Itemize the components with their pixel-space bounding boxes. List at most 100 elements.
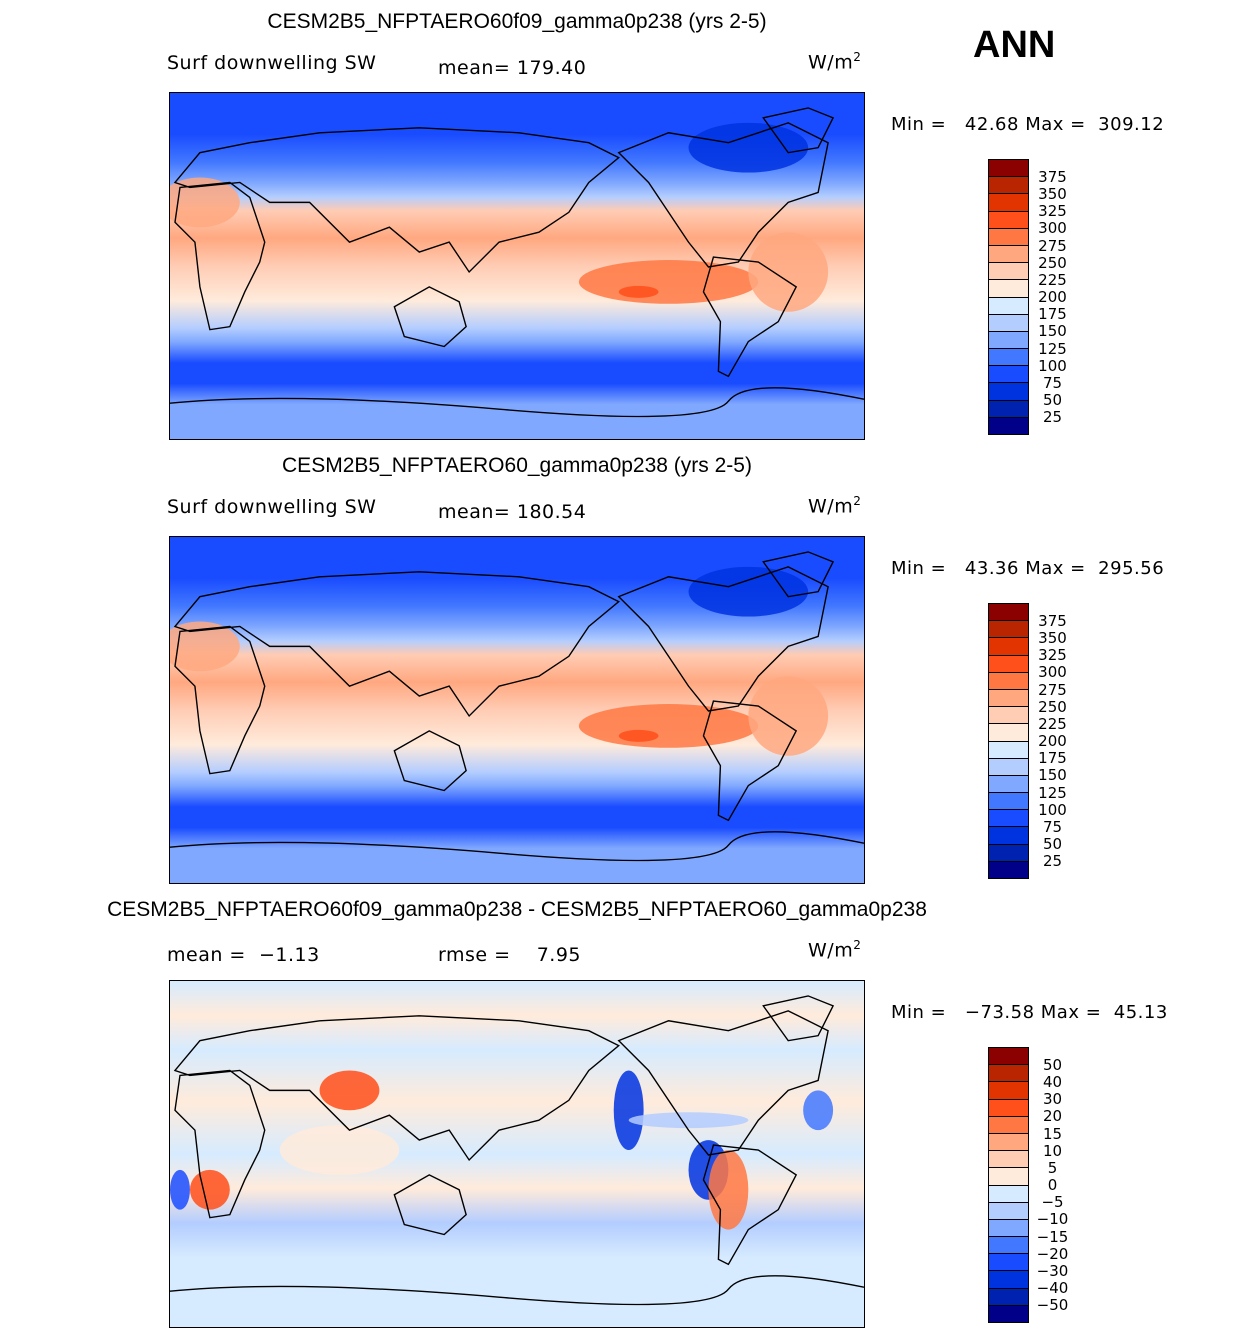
colorbar-swatch xyxy=(988,810,1029,828)
colorbar-swatch xyxy=(988,245,1029,264)
colorbar-swatch xyxy=(988,1237,1029,1255)
colorbar-tick-label: 325 xyxy=(1038,202,1067,221)
units-exponent: 2 xyxy=(853,494,862,508)
colorbar-swatch xyxy=(988,159,1029,178)
colorbar-tick-label: 350 xyxy=(1038,185,1067,204)
colorbar-swatch xyxy=(988,724,1029,742)
min-max-stat: Min = 42.68 Max = 309.12 xyxy=(891,114,1164,135)
variable-label: Surf downwelling SW xyxy=(167,496,377,518)
colorbar-swatch xyxy=(988,383,1029,401)
colorbar-tick-label: 375 xyxy=(1038,612,1067,630)
contour-region xyxy=(170,1169,190,1210)
contour-region xyxy=(803,1090,834,1131)
colorbar-swatch xyxy=(988,211,1029,229)
colorbar-swatch xyxy=(988,1082,1029,1100)
colorbar-swatch xyxy=(988,1271,1029,1289)
colorbar-swatch xyxy=(988,603,1029,622)
contour-region xyxy=(189,1169,230,1210)
units-text: W/m xyxy=(808,939,854,962)
units-exponent: 2 xyxy=(853,50,862,64)
season-label: ANN xyxy=(973,24,1056,66)
colorbar-swatch xyxy=(988,621,1029,639)
contour-region xyxy=(613,1070,644,1151)
mean-stat: mean= 179.40 xyxy=(438,57,586,79)
colorbar-tick-label: 175 xyxy=(1038,749,1067,768)
colorbar-swatch xyxy=(988,638,1029,656)
colorbar-tick-label: −50 xyxy=(1036,1296,1069,1315)
colorbar-swatch xyxy=(988,1305,1029,1323)
colorbar-swatch xyxy=(988,1168,1029,1186)
units-text: W/m xyxy=(808,51,854,74)
colorbar-swatch xyxy=(988,655,1029,673)
mean-label: mean = xyxy=(167,944,246,966)
colorbar-tick-label: 300 xyxy=(1038,219,1067,238)
units-label: W/m2 xyxy=(808,938,861,961)
map-panel xyxy=(160,92,865,440)
coastlines xyxy=(169,995,865,1306)
colorbar-tick-label: 375 xyxy=(1038,168,1067,186)
colorbar-tick-label: −10 xyxy=(1036,1210,1069,1229)
units-label: W/m2 xyxy=(808,494,861,517)
colorbar-swatch xyxy=(988,793,1029,811)
colorbar-swatch xyxy=(988,1065,1029,1083)
coastlines xyxy=(169,107,865,418)
colorbar-tick-label: −15 xyxy=(1036,1227,1069,1246)
max-value: 45.13 xyxy=(1113,1002,1168,1023)
contour-region xyxy=(748,676,829,756)
colorbar-tick-label: 275 xyxy=(1038,680,1067,699)
colorbar-swatch xyxy=(988,1254,1029,1272)
colorbar-swatch xyxy=(988,263,1029,281)
mean-stat: mean= 180.54 xyxy=(438,501,586,523)
rmse-value: 7.95 xyxy=(536,944,582,966)
colorbar-swatch xyxy=(988,1133,1029,1152)
units-exponent: 2 xyxy=(853,938,862,952)
colorbar-tick-label: 75 xyxy=(1042,817,1063,836)
variable-label: Surf downwelling SW xyxy=(167,52,377,74)
colorbar-tick-label: 125 xyxy=(1038,339,1067,358)
colorbar-tick-label: 30 xyxy=(1042,1090,1063,1109)
max-value: 309.12 xyxy=(1098,114,1165,135)
contour-region xyxy=(279,1125,400,1175)
units-label: W/m2 xyxy=(808,50,861,73)
colorbar-swatch xyxy=(988,741,1029,759)
max-value: 295.56 xyxy=(1098,558,1165,579)
units-text: W/m xyxy=(808,495,854,518)
min-max-stat: Min = −73.58 Max = 45.13 xyxy=(891,1002,1168,1023)
min-value: −73.58 xyxy=(964,1002,1035,1023)
mean-label: mean= xyxy=(438,57,511,79)
colorbar-tick-label: 25 xyxy=(1042,408,1063,427)
max-label: Max = xyxy=(1040,1002,1102,1023)
colorbar-swatch xyxy=(988,194,1029,212)
panel-title: CESM2B5_NFPTAERO60_gamma0p238 (yrs 2-5) xyxy=(282,454,752,477)
contour-region xyxy=(688,566,809,617)
field-background xyxy=(170,981,864,1327)
colorbar-tick-label: 50 xyxy=(1042,1056,1063,1074)
colorbar-tick-label: 350 xyxy=(1038,629,1067,648)
colorbar-tick-label: 10 xyxy=(1042,1141,1063,1160)
colorbar-tick-label: 225 xyxy=(1038,714,1067,733)
colorbar-swatch xyxy=(988,400,1029,418)
min-label: Min = xyxy=(891,558,947,579)
colorbar-tick-label: −40 xyxy=(1036,1278,1069,1297)
colorbar-tick-label: 250 xyxy=(1038,253,1067,272)
colorbar-swatch xyxy=(988,1288,1029,1306)
max-label: Max = xyxy=(1025,114,1086,135)
colorbar-tick-label: 250 xyxy=(1038,697,1067,716)
colorbar-swatch xyxy=(988,1116,1029,1134)
min-label: Min = xyxy=(891,114,947,135)
contour-region xyxy=(319,1070,380,1111)
colorbar-tick-label: 300 xyxy=(1038,663,1067,682)
colorbar-swatch xyxy=(988,861,1029,879)
colorbar-swatch xyxy=(988,177,1029,195)
coastlines xyxy=(169,551,865,862)
min-value: 42.68 xyxy=(964,114,1019,135)
colorbar-swatch xyxy=(988,314,1029,332)
colorbar-swatch xyxy=(988,228,1029,246)
colorbar-tick-label: 25 xyxy=(1042,852,1063,871)
colorbar-tick-label: 75 xyxy=(1042,373,1063,392)
colorbar-swatch xyxy=(988,1202,1029,1220)
colorbar-swatch xyxy=(988,331,1029,350)
min-label: Min = xyxy=(891,1002,947,1023)
colorbar-swatch xyxy=(988,417,1029,435)
